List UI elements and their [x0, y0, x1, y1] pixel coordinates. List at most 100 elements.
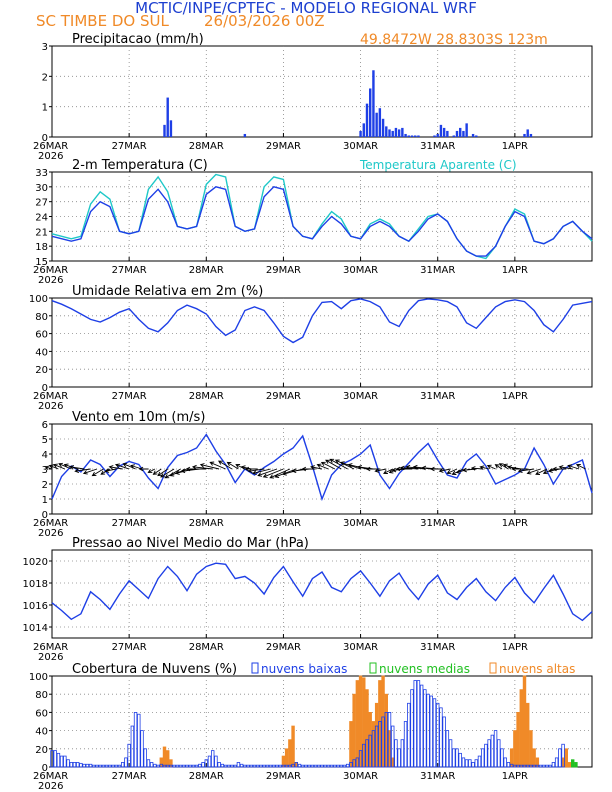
pressure-ytick-label: 1014 [23, 623, 48, 634]
precip-bar [404, 133, 407, 137]
cloud-high-bar [288, 739, 292, 768]
clouds-xtick-label: 29MAR [266, 771, 301, 782]
header: MCTIC/INPE/CPTEC - MODELO REGIONAL WRF S… [36, 0, 548, 48]
cloud-low-bar [182, 764, 186, 768]
cloud-high-bar [516, 712, 520, 768]
cloud-low-bar [233, 764, 237, 768]
cloud-low-bar [220, 763, 225, 768]
precip-xtick-label: 28MAR [189, 141, 224, 152]
cloud-low-bar [365, 739, 369, 768]
precip-bar [442, 127, 446, 137]
cloud-low-bar [288, 764, 292, 768]
pressure-xtick-label: 27MAR [112, 642, 147, 653]
humidity-panel: 26MAR 27MAR 28MAR 29MAR 30MAR 31MAR 1APR 2026 0 2… [29, 284, 593, 412]
precip-bar [397, 129, 401, 137]
precip-bar [439, 124, 443, 137]
wind-vector [58, 462, 72, 470]
cloud-low-bar [526, 764, 530, 768]
pressure-plot-area [51, 562, 593, 622]
cloud-high-bar [522, 675, 527, 768]
wind-vector [152, 468, 162, 475]
cloud-low-bar [410, 689, 414, 768]
cloud-low-bar [310, 764, 315, 768]
humidity-xtick-label: 29MAR [266, 391, 301, 402]
cloud-low-bar [159, 763, 163, 768]
cloud-low-bar [403, 721, 408, 768]
precip-bar [471, 133, 475, 137]
cloud-low-bar [317, 764, 321, 768]
cloud-low-bar [535, 764, 540, 768]
cloud-low-bar [558, 748, 562, 768]
humidity-xtick-label: 31MAR [420, 391, 455, 402]
humidity-ytick-label: 40 [35, 347, 48, 358]
coords-label: 49.8472W 28.8303S 123m [360, 32, 548, 48]
wind-xtick-label: 26MAR [33, 518, 68, 529]
wind-vector [575, 464, 586, 470]
wind-ytick-label: 6 [42, 420, 48, 431]
cloud-low-bar [153, 763, 157, 768]
cloud-low-bar [394, 739, 398, 768]
cloud-low-bar [239, 763, 244, 768]
clouds-xtick-label: 27MAR [112, 771, 147, 782]
precip-xtick-label: 27MAR [112, 141, 147, 152]
wind-xtick-label: 28MAR [189, 518, 224, 529]
cloud-low-bar [259, 764, 263, 768]
wind-vector [185, 466, 207, 472]
temperature-line-main [51, 186, 593, 257]
precip-bar [166, 97, 169, 137]
humidity-xtick-label: 26MAR [33, 391, 68, 402]
precip-frame [51, 45, 593, 138]
cloud-low-bar [445, 730, 450, 768]
cloud-low-bar [471, 762, 475, 768]
cloud-low-bar [284, 764, 289, 768]
wind-xtick-label: 29MAR [266, 518, 301, 529]
cloud-low-bar [291, 763, 295, 768]
wind-vector [209, 461, 226, 470]
precip-bar [465, 123, 468, 137]
wind-vector [157, 468, 168, 477]
wind-vector [552, 466, 567, 472]
wind-ytick-label: 2 [42, 480, 48, 491]
precip-bar [414, 135, 417, 137]
cloud-low-bar [429, 695, 433, 768]
temperature-xtick-label: 28MAR [189, 265, 224, 276]
wind-vector [262, 468, 284, 478]
wind-vector [48, 464, 59, 470]
precip-bar [375, 112, 378, 137]
wind-vector [511, 466, 528, 472]
wind-vector [470, 466, 483, 471]
cloud-low-bar [548, 764, 552, 768]
cloud-low-bar [204, 759, 208, 768]
temperature-year-label: 2026 [38, 275, 63, 286]
cloud-low-bar [66, 759, 70, 768]
cloud-low-bar [529, 764, 533, 768]
cloud-low-bar [243, 764, 247, 768]
cloud-low-bar [275, 764, 279, 768]
cloud-low-bar [339, 764, 343, 768]
pressure-frame [51, 549, 593, 639]
cloud-low-bar [217, 762, 221, 768]
cloud-low-bar [349, 762, 353, 768]
wind-vector [316, 463, 329, 470]
cloud-low-bar [329, 764, 334, 768]
cloud-low-bar [121, 762, 125, 768]
cloud-low-bar [140, 730, 144, 768]
wind-vector [494, 464, 503, 470]
cloud-low-bar [391, 725, 395, 768]
wind-xtick-label: 27MAR [112, 518, 147, 529]
cloud-low-bar [92, 764, 96, 768]
wind-ytick-label: 3 [42, 465, 48, 476]
clouds-plot-area [50, 675, 578, 768]
cloud-low-bar [362, 743, 366, 768]
cloud-low-bar [281, 764, 286, 768]
wind-vector [320, 461, 336, 470]
wind-vector [399, 465, 419, 471]
cloud-low-bar [59, 755, 64, 768]
wind-vector [517, 468, 535, 474]
humidity-xtick-label: 27MAR [112, 391, 147, 402]
cloud-high-bar [513, 730, 517, 768]
cloud-low-bar [146, 759, 151, 768]
clouds-panel: 26MAR 27MAR 28MAR 29MAR 30MAR 31MAR 1APR 2026 0 2… [29, 662, 593, 792]
precip-bar [436, 133, 439, 137]
cloud-low-bar [554, 757, 559, 768]
